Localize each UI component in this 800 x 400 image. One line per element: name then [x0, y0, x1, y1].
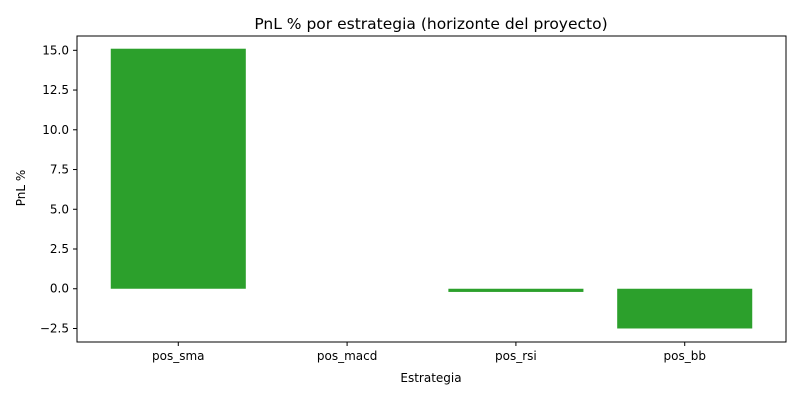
- bar-pos_sma: [110, 48, 246, 289]
- y-axis-label: PnL %: [14, 170, 28, 207]
- x-tick-label: pos_macd: [317, 349, 377, 363]
- y-axis-ticks: −2.5 0.0 2.5 5.0 7.5 10.0 12.5 15.0: [40, 43, 77, 335]
- y-tick-label: 0.0: [50, 282, 69, 296]
- bar-pos_rsi: [448, 288, 584, 292]
- chart-title: PnL % por estrategia (horizonte del proy…: [254, 15, 607, 33]
- y-tick-label: −2.5: [40, 321, 69, 335]
- plot-area-frame: [76, 35, 787, 343]
- bar-pos_bb: [617, 288, 753, 329]
- x-tick-label: pos_bb: [663, 349, 705, 363]
- bars-group: [110, 48, 753, 329]
- y-tick-label: 5.0: [50, 202, 69, 216]
- x-tick-label: pos_sma: [152, 349, 205, 363]
- x-axis-label: Estrategia: [400, 371, 461, 385]
- y-tick-label: 10.0: [42, 123, 69, 137]
- y-tick-label: 15.0: [42, 43, 69, 57]
- x-axis-ticks: pos_sma pos_macd pos_rsi pos_bb: [152, 342, 706, 363]
- y-tick-label: 2.5: [50, 242, 69, 256]
- y-tick-label: 12.5: [42, 83, 69, 97]
- y-tick-label: 7.5: [50, 163, 69, 177]
- x-tick-label: pos_rsi: [495, 349, 537, 363]
